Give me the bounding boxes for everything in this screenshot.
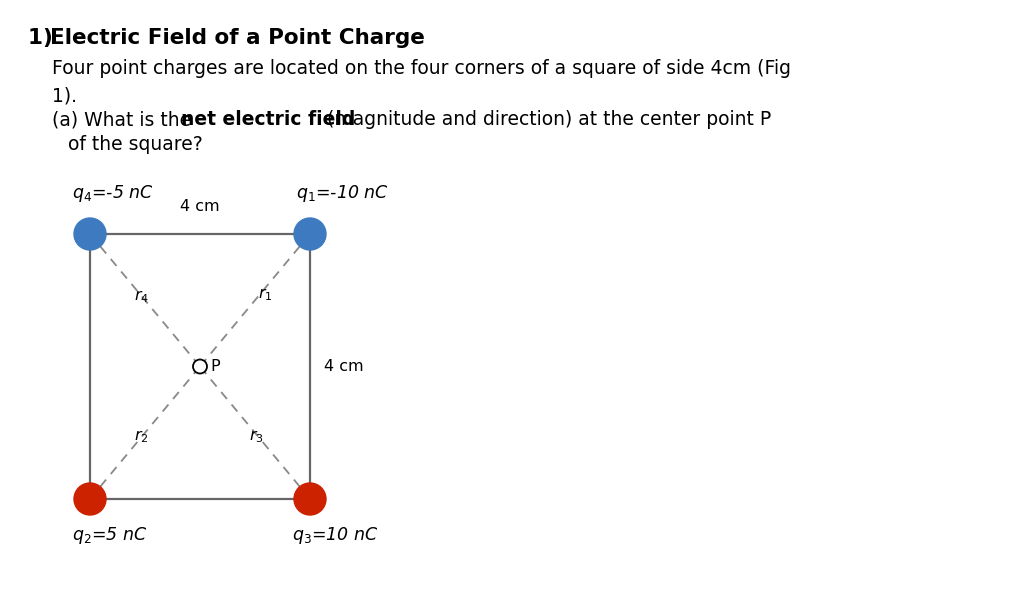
Text: $q_2$=5 nC: $q_2$=5 nC [72, 525, 147, 546]
Text: (magnitude and direction) at the center point P: (magnitude and direction) at the center … [321, 110, 771, 129]
Text: 1): 1) [28, 28, 60, 48]
Circle shape [74, 218, 106, 250]
Text: of the square?: of the square? [68, 135, 203, 154]
Text: 1).: 1). [52, 86, 77, 105]
Circle shape [294, 483, 326, 515]
Text: $q_1$=-10 nC: $q_1$=-10 nC [296, 183, 389, 204]
Text: Four point charges are located on the four corners of a square of side 4cm (Fig: Four point charges are located on the fo… [52, 59, 791, 78]
Text: $r_2$: $r_2$ [134, 428, 148, 445]
Circle shape [193, 359, 207, 373]
Text: (a) What is the: (a) What is the [52, 110, 198, 129]
Text: $r_1$: $r_1$ [258, 286, 272, 303]
Text: Electric Field of a Point Charge: Electric Field of a Point Charge [50, 28, 425, 48]
Text: $q_4$=-5 nC: $q_4$=-5 nC [72, 183, 154, 204]
Circle shape [294, 218, 326, 250]
Text: 4 cm: 4 cm [324, 359, 364, 374]
Text: P: P [210, 359, 219, 374]
Text: net electric field: net electric field [181, 110, 355, 129]
Text: $r_4$: $r_4$ [134, 288, 148, 305]
Text: 4 cm: 4 cm [180, 199, 220, 214]
Text: $r_3$: $r_3$ [250, 428, 264, 445]
Text: $q_3$=10 nC: $q_3$=10 nC [292, 525, 379, 546]
Circle shape [74, 483, 106, 515]
